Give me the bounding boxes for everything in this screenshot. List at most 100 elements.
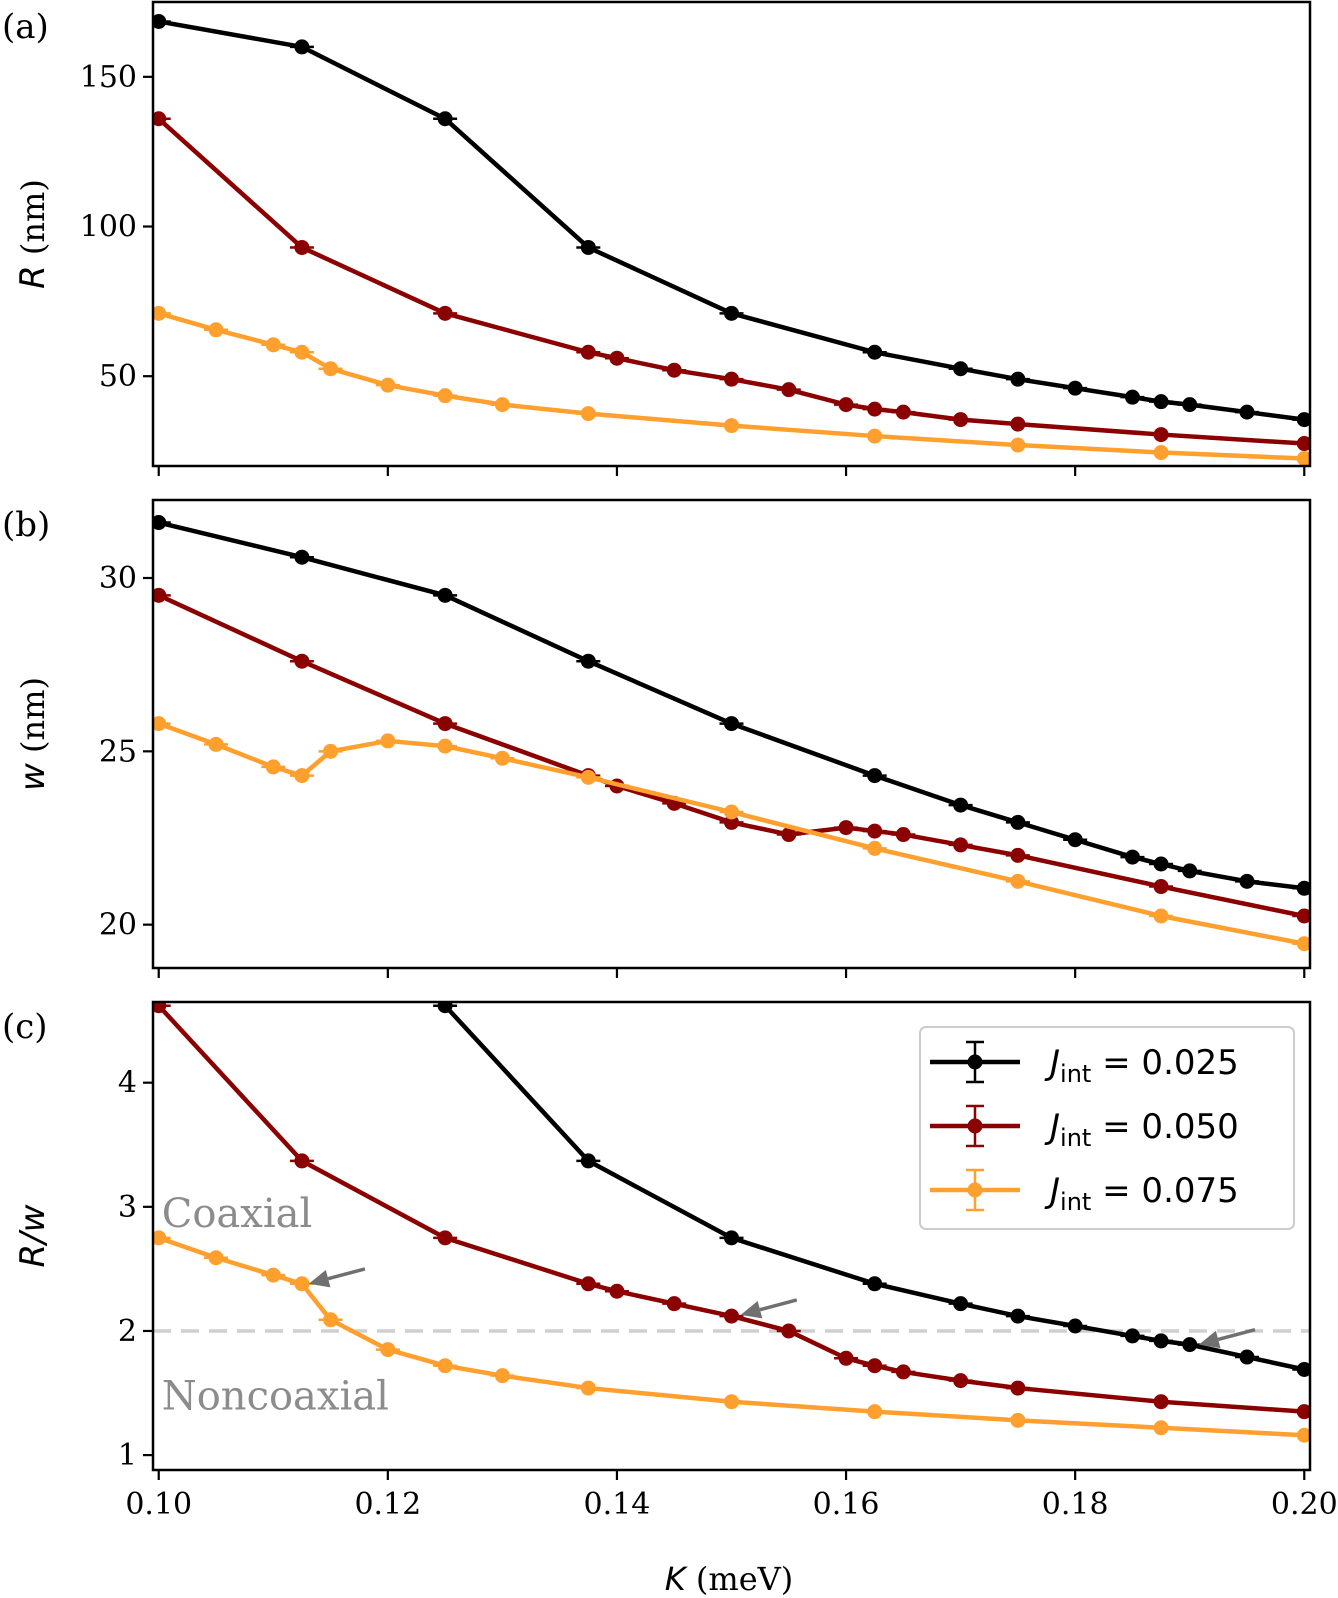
legend-marker xyxy=(967,1054,983,1070)
data-point xyxy=(437,111,453,127)
data-point xyxy=(580,344,596,360)
data-point xyxy=(580,1380,596,1396)
legend-value: = 0.025 xyxy=(1091,1043,1238,1083)
legend-entries: Jint = 0.025 Jint = 0.050 Jint = 0.075 xyxy=(930,1040,1239,1216)
arrow-head xyxy=(740,1300,763,1319)
data-point xyxy=(294,344,310,360)
data-point xyxy=(208,322,224,338)
data-point xyxy=(1010,416,1026,432)
data-point xyxy=(580,653,596,669)
legend: Jint = 0.025 Jint = 0.050 Jint = 0.075 xyxy=(919,1026,1295,1230)
annotation-noncoaxial: Noncoaxial xyxy=(162,1374,389,1420)
x-axis-label: K (meV) xyxy=(665,1560,794,1598)
data-point xyxy=(724,1230,739,1246)
x-axis-symbol: K xyxy=(665,1560,689,1598)
legend-entry-0: Jint = 0.025 xyxy=(930,1040,1239,1088)
legend-entry-2: Jint = 0.075 xyxy=(930,1168,1239,1216)
data-point xyxy=(265,759,281,775)
data-point xyxy=(1010,1308,1026,1324)
data-point xyxy=(724,804,739,820)
axes-frame xyxy=(151,0,1312,468)
data-point xyxy=(724,716,739,732)
data-point xyxy=(867,401,883,417)
data-point xyxy=(867,1358,883,1374)
legend-label: Jint = 0.075 xyxy=(1044,1171,1239,1216)
data-point xyxy=(781,1323,797,1339)
data-point xyxy=(494,397,510,413)
series-line-0 xyxy=(442,1003,1307,1372)
data-point xyxy=(294,239,310,255)
data-point xyxy=(895,827,911,843)
data-point xyxy=(838,397,854,413)
data-point xyxy=(1010,1380,1026,1396)
data-point xyxy=(153,1002,167,1014)
axes-frame xyxy=(151,1000,1312,1472)
y-tick-label: 50 xyxy=(99,359,137,394)
data-point xyxy=(838,1350,854,1366)
legend-subscript: int xyxy=(1060,1124,1091,1152)
data-point xyxy=(153,587,167,603)
legend-subscript: int xyxy=(1060,1060,1091,1088)
data-point xyxy=(294,653,310,669)
data-point xyxy=(1153,394,1169,410)
legend-label: Jint = 0.025 xyxy=(1044,1043,1239,1088)
y-tick-label: 3 xyxy=(118,1190,137,1225)
data-point xyxy=(380,377,396,393)
legend-marker xyxy=(967,1118,983,1134)
data-point xyxy=(153,305,167,321)
data-point xyxy=(580,239,596,255)
x-tick-label: 0.16 xyxy=(813,1487,880,1522)
series-line-0 xyxy=(156,520,1307,891)
y-tick-label: 1 xyxy=(118,1438,137,1473)
data-point xyxy=(1239,1349,1255,1365)
data-point xyxy=(580,769,596,785)
data-point xyxy=(1067,832,1083,848)
legend-subscript: int xyxy=(1060,1188,1091,1216)
data-point xyxy=(867,840,883,856)
data-point xyxy=(1296,1427,1310,1443)
data-point xyxy=(1010,847,1026,863)
data-point xyxy=(1296,1404,1310,1420)
data-point xyxy=(1124,389,1140,405)
data-point xyxy=(953,837,969,853)
data-point xyxy=(1296,436,1310,452)
data-point xyxy=(380,733,396,749)
data-point xyxy=(1010,437,1026,453)
data-point xyxy=(153,716,167,732)
data-point xyxy=(1153,1333,1169,1349)
y-tick-label: 2 xyxy=(118,1314,137,1349)
y-axis-label: R/w xyxy=(13,1204,53,1267)
data-point xyxy=(437,305,453,321)
data-point xyxy=(895,404,911,420)
data-point xyxy=(323,743,339,759)
data-point xyxy=(781,382,797,398)
y-axis-label: R (nm) xyxy=(13,179,53,289)
data-point xyxy=(580,1276,596,1292)
axes-frame xyxy=(151,498,1312,970)
data-point xyxy=(437,388,453,404)
data-point xyxy=(724,418,739,434)
legend-entry-1: Jint = 0.050 xyxy=(930,1104,1239,1152)
data-point xyxy=(666,362,682,378)
data-point xyxy=(153,111,167,127)
data-point xyxy=(380,1342,396,1358)
data-point xyxy=(953,412,969,428)
data-point xyxy=(294,768,310,784)
data-point xyxy=(953,361,969,377)
data-point xyxy=(1296,412,1310,428)
data-point xyxy=(666,1296,682,1312)
data-point xyxy=(724,305,739,321)
data-point xyxy=(724,1394,739,1410)
arrow-shaft xyxy=(1217,1328,1256,1342)
data-point xyxy=(1296,936,1310,952)
data-point xyxy=(867,768,883,784)
data-point xyxy=(265,1267,281,1283)
data-point xyxy=(724,814,739,830)
data-point xyxy=(609,1283,625,1299)
annotation-coaxial: Coaxial xyxy=(162,1191,313,1237)
data-point xyxy=(494,750,510,766)
panel-a: 50 100 150 (a) R (nm) xyxy=(2,0,1312,476)
data-point xyxy=(1182,863,1198,879)
data-point xyxy=(1296,1361,1310,1377)
